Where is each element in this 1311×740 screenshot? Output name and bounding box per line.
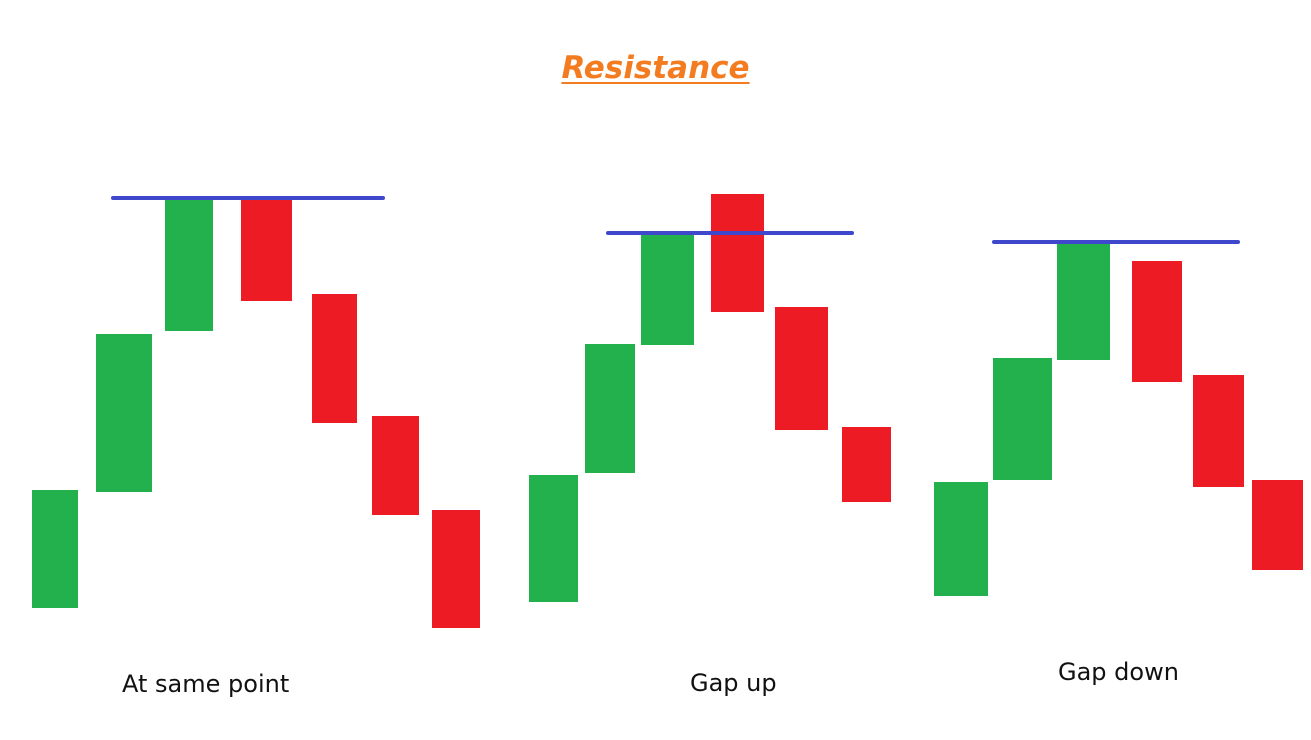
- bearish-candle: [312, 294, 357, 423]
- bullish-candle: [641, 235, 694, 345]
- panel-caption-at-same-point: At same point: [122, 670, 290, 698]
- candle-group-0: [32, 200, 480, 628]
- bullish-candle: [165, 200, 213, 331]
- bearish-candle: [241, 200, 292, 301]
- diagram-title: Resistance: [561, 50, 750, 86]
- bullish-candle: [32, 490, 78, 608]
- bullish-candle: [1057, 244, 1110, 360]
- bearish-candle: [372, 416, 419, 515]
- bearish-candle: [775, 307, 828, 430]
- bullish-candle: [585, 344, 635, 473]
- candle-group-2: [934, 244, 1303, 596]
- bullish-candle: [934, 482, 988, 596]
- panel-caption-gap-up: Gap up: [690, 669, 777, 697]
- bearish-candle: [711, 194, 764, 312]
- bearish-candle: [842, 427, 891, 502]
- bearish-candle: [1252, 480, 1303, 570]
- bullish-candle: [96, 334, 152, 492]
- bullish-candle: [529, 475, 578, 602]
- bearish-candle: [432, 510, 480, 628]
- bullish-candle: [993, 358, 1052, 480]
- bearish-candle: [1193, 375, 1244, 487]
- panel-caption-gap-down: Gap down: [1058, 658, 1179, 686]
- candle-group-1: [529, 194, 891, 602]
- bearish-candle: [1132, 261, 1182, 382]
